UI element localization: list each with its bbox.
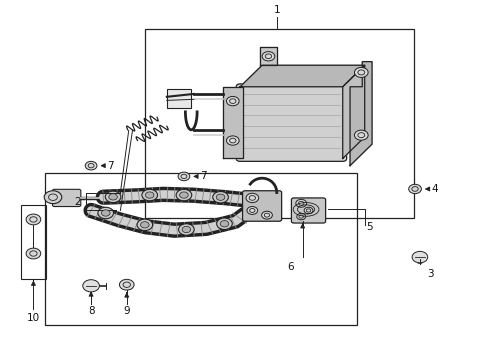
- Circle shape: [213, 192, 228, 203]
- Circle shape: [412, 251, 428, 263]
- Circle shape: [101, 210, 110, 216]
- Circle shape: [297, 213, 306, 220]
- FancyBboxPatch shape: [292, 198, 326, 223]
- Circle shape: [217, 218, 232, 229]
- Bar: [21, 205, 46, 279]
- Circle shape: [354, 130, 368, 140]
- Circle shape: [141, 222, 149, 228]
- Text: 3: 3: [427, 269, 434, 279]
- Circle shape: [176, 189, 192, 201]
- Circle shape: [26, 214, 41, 225]
- Circle shape: [85, 161, 97, 170]
- Text: 4: 4: [432, 184, 438, 194]
- Text: 1: 1: [273, 5, 280, 15]
- Circle shape: [262, 51, 275, 61]
- Polygon shape: [240, 65, 365, 87]
- Polygon shape: [350, 62, 372, 166]
- Circle shape: [220, 221, 229, 227]
- Circle shape: [178, 224, 194, 235]
- FancyBboxPatch shape: [243, 191, 282, 221]
- Text: 10: 10: [27, 313, 40, 323]
- Circle shape: [83, 280, 99, 292]
- Circle shape: [354, 67, 368, 77]
- Text: 7: 7: [107, 161, 114, 171]
- Circle shape: [109, 194, 118, 200]
- Circle shape: [26, 248, 41, 259]
- Text: 8: 8: [88, 306, 95, 315]
- Text: 2: 2: [74, 197, 81, 207]
- Circle shape: [216, 194, 225, 201]
- Text: 5: 5: [366, 222, 373, 231]
- Bar: [45, 173, 357, 325]
- Circle shape: [105, 191, 121, 203]
- Polygon shape: [343, 65, 365, 158]
- Text: 6: 6: [287, 262, 294, 272]
- Polygon shape: [260, 47, 277, 65]
- Bar: [145, 30, 414, 218]
- Circle shape: [226, 136, 239, 145]
- Circle shape: [180, 192, 188, 198]
- Circle shape: [146, 192, 154, 198]
- FancyBboxPatch shape: [52, 189, 81, 207]
- FancyBboxPatch shape: [236, 84, 346, 161]
- Circle shape: [409, 184, 421, 194]
- Circle shape: [304, 207, 313, 214]
- Circle shape: [142, 189, 158, 201]
- Text: 9: 9: [123, 306, 130, 315]
- Text: 7: 7: [200, 171, 207, 181]
- Circle shape: [296, 199, 307, 207]
- Circle shape: [98, 207, 114, 219]
- Circle shape: [246, 193, 259, 203]
- Circle shape: [120, 279, 134, 290]
- Circle shape: [247, 207, 258, 215]
- Circle shape: [226, 96, 239, 106]
- Circle shape: [178, 172, 190, 181]
- FancyBboxPatch shape: [167, 89, 191, 108]
- Circle shape: [182, 226, 191, 233]
- Circle shape: [262, 211, 272, 219]
- Polygon shape: [223, 87, 243, 158]
- Circle shape: [137, 219, 153, 230]
- Circle shape: [44, 191, 62, 204]
